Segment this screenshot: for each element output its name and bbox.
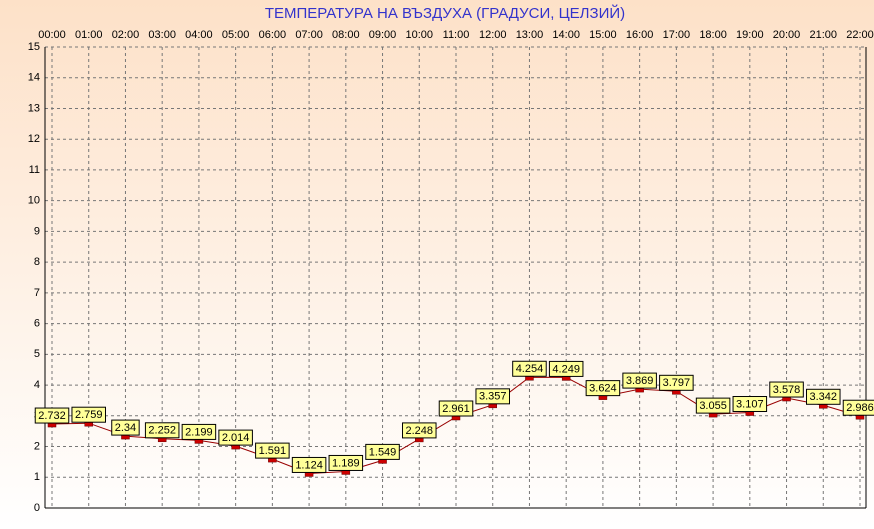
y-tick-label: 10 [28,195,40,207]
y-tick-label: 12 [28,133,40,145]
data-label-box [842,399,874,416]
x-tick-label: 15:00 [589,29,617,41]
data-label-box [181,423,217,440]
x-tick-label: 07:00 [295,29,323,41]
data-label: 4.249 [552,363,580,375]
data-label-box [218,429,253,446]
data-label-box [365,443,400,460]
data-label: 3.107 [736,398,764,410]
x-tick-label: 00:00 [38,29,66,41]
x-tick-label: 11:00 [443,29,470,41]
x-tick-label: 10:00 [406,29,434,41]
x-tick-label: 13:00 [516,29,544,41]
data-label-box [111,419,140,436]
y-tick-label: 1 [34,471,40,483]
data-label: 2.199 [185,426,213,438]
data-label: 2.014 [222,432,250,444]
x-tick-label: 20:00 [773,29,801,41]
data-label: 3.869 [626,375,654,387]
data-label: 1.549 [369,446,397,458]
data-label-box [732,396,768,413]
y-tick-label: 11 [29,164,40,176]
y-tick-label: 2 [34,440,40,452]
x-tick-label: 17:00 [663,29,691,41]
data-label: 2.961 [442,403,470,415]
data-label: 1.189 [332,457,360,469]
y-tick-label: 0 [34,502,40,514]
data-label-box [328,454,364,471]
x-tick-label: 22:00 [846,29,874,41]
data-label: 2.34 [115,422,136,434]
data-label-box [291,456,327,473]
data-label-box [585,380,621,397]
data-label-box [659,374,694,391]
x-tick-label: 04:00 [185,29,213,41]
data-label-box [769,381,804,398]
data-label: 3.342 [810,391,838,403]
data-label-box [548,360,584,377]
data-label: 2.759 [75,409,103,421]
x-tick-label: 12:00 [479,29,507,41]
data-label: 3.624 [589,383,617,395]
data-label: 3.055 [699,400,727,412]
x-tick-label: 18:00 [699,29,727,41]
data-label: 2.248 [406,425,434,437]
y-tick-label: 13 [28,102,40,114]
x-tick-label: 21:00 [810,29,838,41]
data-label-box [806,388,841,405]
data-label-box [438,400,474,417]
data-label-box [255,442,290,459]
x-tick-label: 16:00 [626,29,654,41]
x-tick-label: 08:00 [332,29,360,41]
data-label: 3.578 [773,384,801,396]
data-label-box [475,388,510,405]
data-label-box [402,422,437,439]
y-tick-label: 5 [34,348,40,360]
data-label: 1.124 [295,459,323,471]
data-label-box [71,406,106,423]
y-tick-label: 8 [34,256,40,268]
x-tick-label: 19:00 [736,29,764,41]
data-label: 1.591 [259,445,287,457]
x-tick-label: 14:00 [552,29,580,41]
data-label: 3.797 [663,377,691,389]
y-tick-label: 7 [34,287,40,299]
x-tick-label: 01:00 [75,29,103,41]
data-label-box [622,372,657,389]
y-tick-label: 14 [28,72,40,84]
data-label-box [695,397,731,414]
y-tick-label: 9 [34,225,40,237]
x-tick-label: 03:00 [148,29,176,41]
data-label-box [512,360,547,377]
data-label: 4.254 [516,363,544,375]
data-label: 3.357 [479,391,507,403]
x-tick-label: 02:00 [112,29,140,41]
data-label-box [144,422,180,439]
chart-title: ТЕМПЕРАТУРА НА ВЪЗДУХА (ГРАДУСИ, ЦЕЛЗИЙ) [265,4,625,22]
data-label: 2.986 [846,402,874,414]
y-tick-label: 6 [34,318,40,330]
data-label: 2.252 [148,425,176,437]
x-tick-label: 06:00 [259,29,287,41]
y-tick-label: 15 [28,41,40,53]
data-label: 2.732 [38,410,66,422]
y-tick-label: 4 [34,379,40,391]
x-tick-label: 05:00 [222,29,250,41]
x-tick-label: 09:00 [369,29,397,41]
data-label-box [34,407,70,424]
